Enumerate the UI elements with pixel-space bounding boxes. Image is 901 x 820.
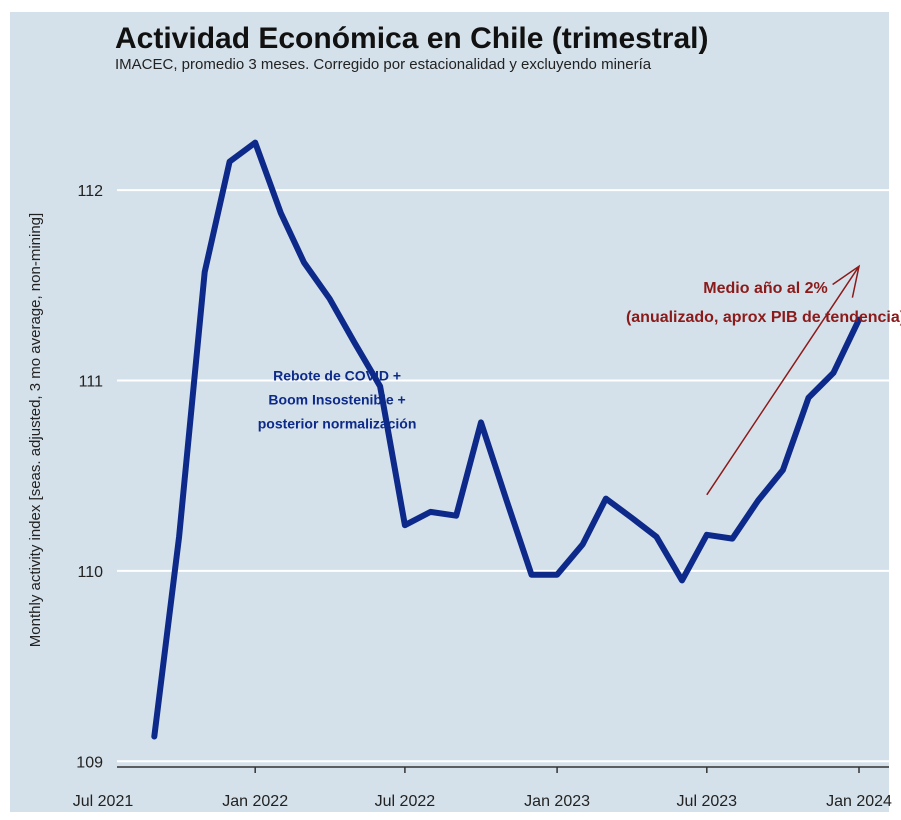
annotation-line: Rebote de COVID + xyxy=(273,368,401,384)
data-point xyxy=(580,542,585,547)
data-point xyxy=(202,270,207,275)
x-tick-label: Jul 2023 xyxy=(677,793,738,810)
data-point xyxy=(504,498,509,503)
data-point xyxy=(301,260,306,265)
grid-lines xyxy=(117,189,889,763)
data-point xyxy=(857,317,861,322)
data-point xyxy=(402,523,407,528)
x-tick-label: Jan 2024 xyxy=(826,793,892,810)
data-point xyxy=(555,572,560,577)
data-point xyxy=(654,534,659,539)
data-point xyxy=(352,340,357,345)
annotation-0: Rebote de COVID + Boom Insostenible + post… xyxy=(258,368,417,432)
data-point xyxy=(603,496,608,501)
y-axis-label: Monthly activity index [seas. adjusted, … xyxy=(27,213,44,647)
trend-arrow-line xyxy=(706,265,860,496)
data-point xyxy=(529,572,534,577)
y-tick-label: 112 xyxy=(77,183,103,200)
data-point xyxy=(679,578,684,583)
data-point xyxy=(278,211,283,216)
data-point xyxy=(806,395,811,400)
series-group xyxy=(151,139,862,740)
y-tick-label: 111 xyxy=(79,374,103,391)
annotation-line: (anualizado, aprox PIB de tendencia) xyxy=(626,309,901,326)
annotations-group: Rebote de COVID + Boom Insostenible + post… xyxy=(258,264,901,496)
data-point xyxy=(428,509,433,514)
data-point xyxy=(756,498,761,503)
x-tick-label: Jul 2022 xyxy=(375,793,436,810)
data-point xyxy=(704,532,709,537)
annotation-line: Medio año al 2% xyxy=(703,280,827,297)
x-tick-label: Jul 2021 xyxy=(73,793,134,810)
data-point xyxy=(227,159,232,164)
annotation-line: Boom Insostenible + xyxy=(268,392,405,408)
trend-arrow-head xyxy=(832,264,861,298)
chart-subtitle: IMACEC, promedio 3 meses. Corregido por … xyxy=(115,56,652,73)
data-point xyxy=(177,534,182,539)
chart-title: Actividad Económica en Chile (trimestral… xyxy=(115,22,709,55)
annotation-line: posterior normalización xyxy=(258,416,417,432)
data-point xyxy=(629,515,634,520)
axis-ticks: 109 110 111 112 Jul 2021 Jan 2022 Jul 2022 Jan … xyxy=(73,183,892,810)
data-point xyxy=(479,420,483,425)
data-point xyxy=(831,370,836,375)
data-point xyxy=(378,384,383,389)
series-line-0 xyxy=(151,139,862,740)
data-point xyxy=(780,468,785,473)
data-point xyxy=(253,140,258,145)
plot-background xyxy=(10,12,889,812)
annotation-1: Medio año al 2% (anualizado, aprox PIB de… xyxy=(626,280,901,326)
y-tick-label: 110 xyxy=(77,564,103,581)
data-point xyxy=(327,296,332,301)
y-tick-label: 109 xyxy=(76,754,103,771)
x-tick-label: Jan 2022 xyxy=(222,793,288,810)
data-point xyxy=(454,513,459,518)
data-point xyxy=(152,734,157,739)
x-axis xyxy=(117,766,889,773)
x-tick-label: Jan 2023 xyxy=(524,793,590,810)
data-point xyxy=(730,536,735,541)
